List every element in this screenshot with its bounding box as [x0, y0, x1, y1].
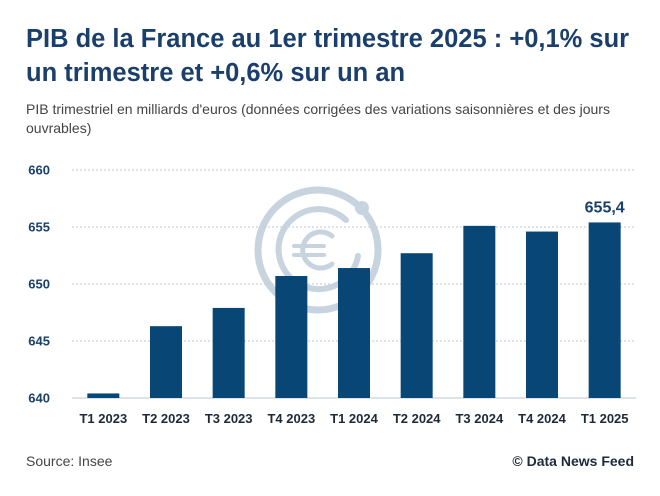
bar — [212, 307, 245, 398]
bar — [463, 225, 496, 398]
y-tick-label: 650 — [28, 277, 50, 292]
data-label: 655,4 — [585, 199, 625, 216]
x-tick-label: T4 2024 — [518, 411, 566, 426]
x-tick-label: T1 2024 — [330, 411, 378, 426]
bar — [150, 326, 182, 398]
x-tick-label: T4 2023 — [267, 411, 315, 426]
bar — [87, 393, 120, 398]
credit-note: © Data News Feed — [512, 453, 634, 469]
x-tick-label: T1 2023 — [79, 411, 127, 426]
bar-chart: 640 645 650 655 660 T1 2023 T2 2023 T3 2023 T4 … — [28, 163, 636, 426]
x-tick-label: T2 2024 — [393, 411, 441, 426]
chart-title: PIB de la France au 1er trimestre 2025 :… — [26, 25, 630, 87]
x-tick-label: T1 2025 — [581, 411, 629, 426]
source-note: Source: Insee — [26, 453, 113, 469]
bar — [588, 222, 621, 398]
y-tick-label: 655 — [28, 220, 50, 235]
y-tick-label: 660 — [28, 163, 50, 178]
y-tick-label: 640 — [28, 391, 50, 406]
bar — [526, 231, 558, 398]
x-tick-label: T3 2024 — [455, 411, 503, 426]
x-tick-label: T2 2023 — [142, 411, 190, 426]
y-tick-label: 645 — [28, 334, 50, 349]
bar — [400, 253, 433, 398]
x-tick-label: T3 2023 — [205, 411, 253, 426]
bar — [275, 276, 308, 398]
chart-subtitle: PIB trimestriel en milliards d'euros (do… — [26, 101, 610, 136]
bar — [338, 268, 370, 398]
